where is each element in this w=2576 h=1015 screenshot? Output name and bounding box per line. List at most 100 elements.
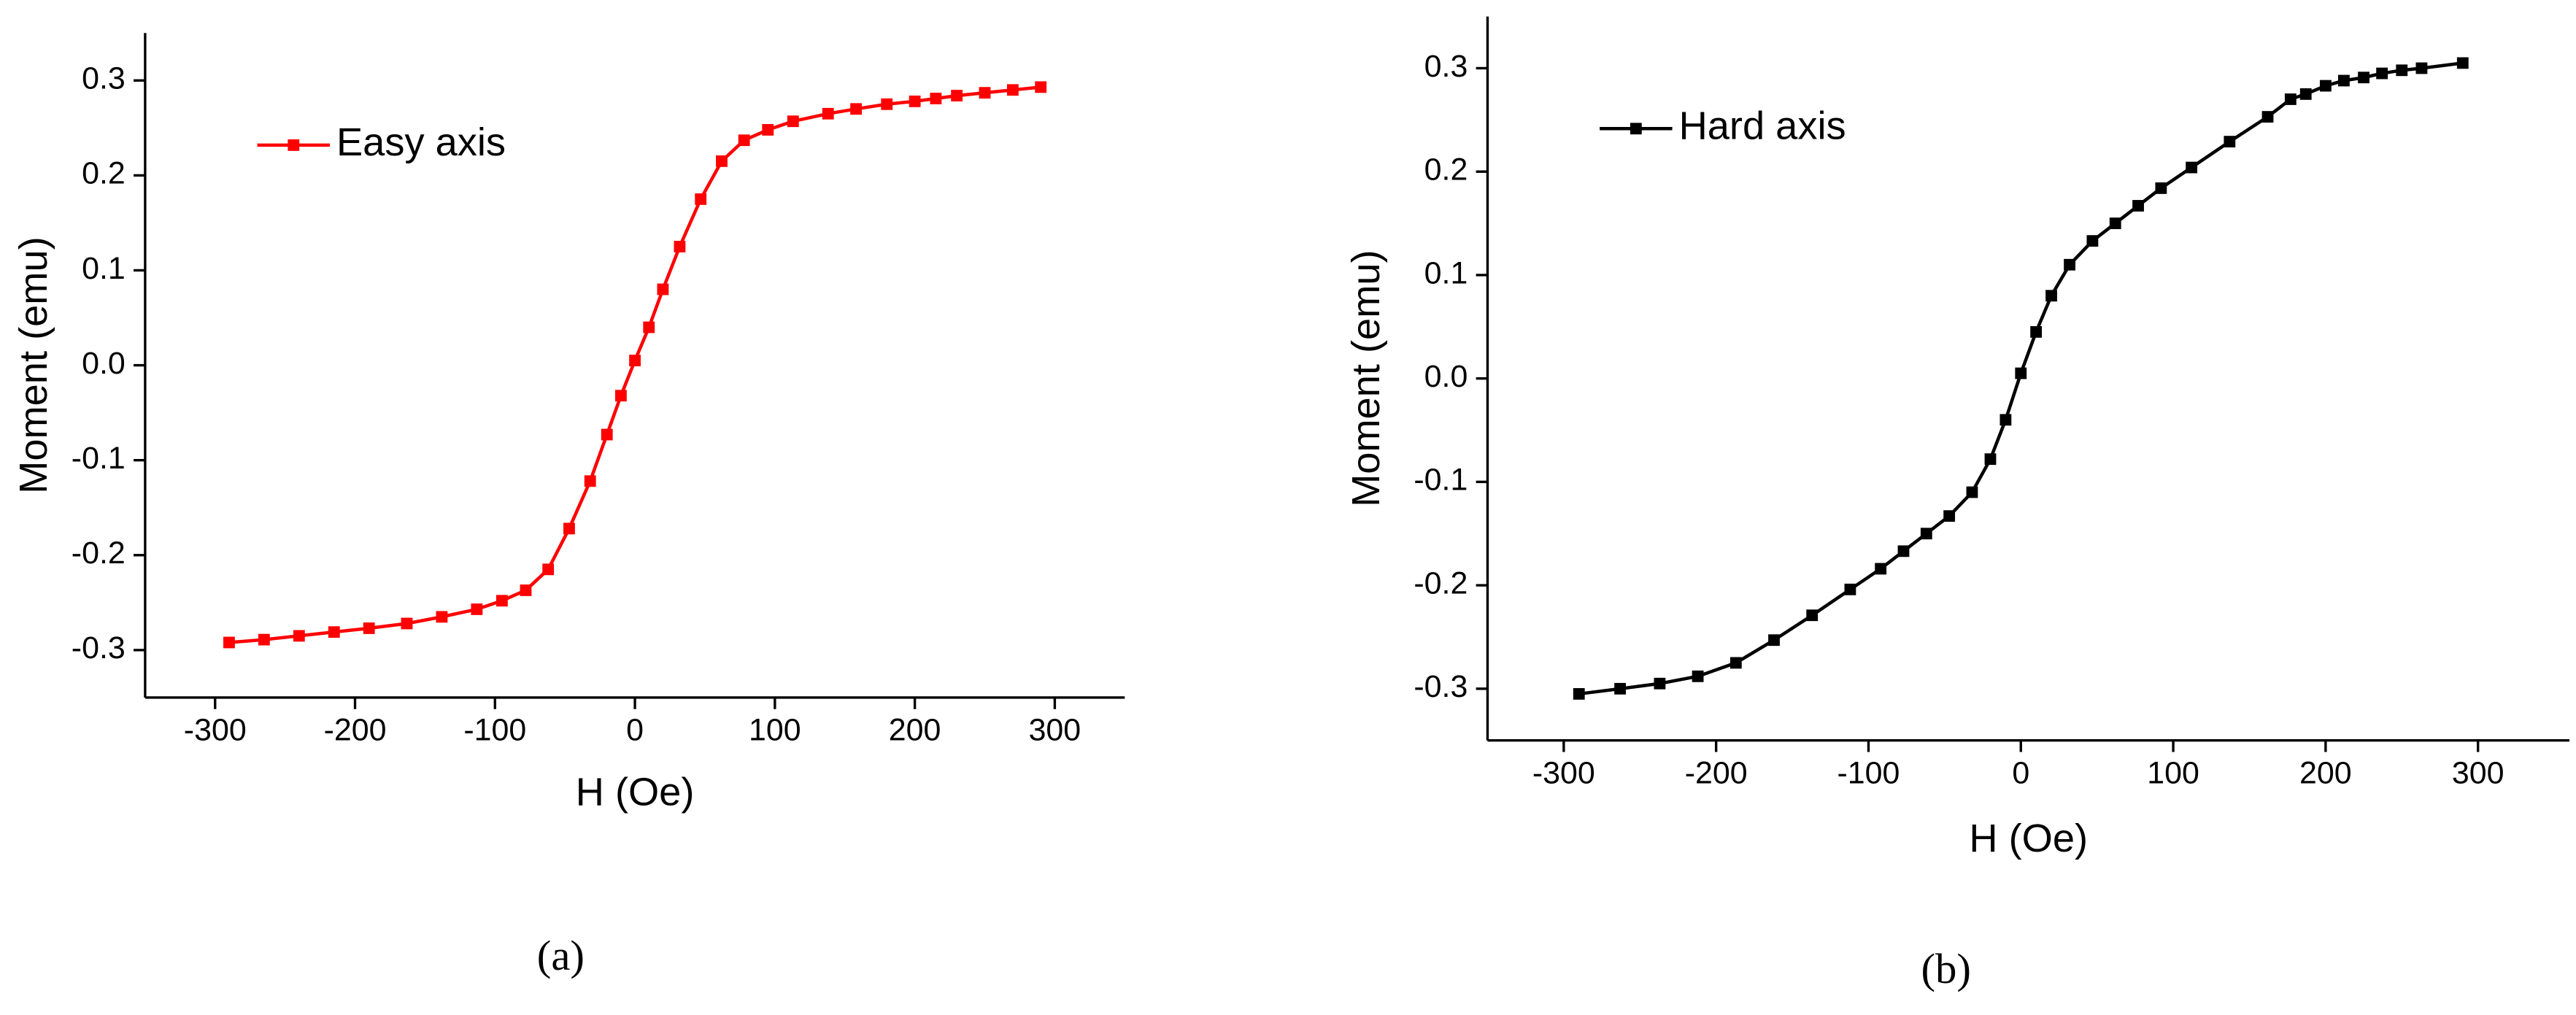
y-tick-label: 0.0 bbox=[82, 346, 126, 381]
marker bbox=[2186, 161, 2198, 174]
y-tick-label: 0.1 bbox=[1424, 255, 1468, 290]
x-tick-label: -200 bbox=[1685, 756, 1748, 791]
legend-label: Hard axis bbox=[1679, 104, 1846, 148]
y-tick-label: 0.2 bbox=[1424, 153, 1468, 188]
x-tick-label: -200 bbox=[324, 713, 387, 748]
x-tick-label: 100 bbox=[749, 713, 801, 748]
y-tick-label: 0.1 bbox=[82, 251, 126, 286]
marker bbox=[909, 95, 921, 107]
marker bbox=[1875, 563, 1887, 575]
legend-label: Easy axis bbox=[336, 120, 506, 164]
marker bbox=[601, 428, 613, 441]
marker bbox=[787, 115, 799, 128]
marker bbox=[674, 241, 686, 252]
panel-caption: (b) bbox=[1921, 945, 1971, 992]
marker bbox=[495, 595, 508, 607]
x-tick-label: 0 bbox=[626, 713, 644, 748]
x-axis-title: H (Oe) bbox=[1969, 817, 2088, 860]
y-tick-label: 0.3 bbox=[82, 61, 126, 96]
marker bbox=[2396, 64, 2408, 77]
marker bbox=[738, 134, 750, 147]
marker bbox=[2086, 235, 2099, 247]
marker bbox=[614, 390, 627, 402]
marker bbox=[2015, 367, 2027, 379]
marker bbox=[1943, 510, 1956, 522]
legend-marker bbox=[288, 139, 300, 151]
y-axis-title: Moment (emu) bbox=[12, 236, 55, 494]
marker bbox=[1897, 545, 1910, 557]
marker bbox=[2358, 72, 2369, 84]
x-tick-label: 100 bbox=[2147, 756, 2199, 791]
marker bbox=[1006, 84, 1019, 96]
x-tick-label: 0 bbox=[2012, 756, 2029, 791]
marker bbox=[2338, 74, 2350, 87]
marker bbox=[979, 87, 991, 99]
marker bbox=[258, 633, 270, 646]
marker bbox=[328, 626, 340, 638]
x-tick-label: 200 bbox=[889, 713, 941, 748]
marker bbox=[1768, 634, 1780, 647]
marker bbox=[1920, 528, 1932, 540]
marker bbox=[657, 283, 669, 296]
marker bbox=[1573, 688, 1585, 700]
marker bbox=[2109, 217, 2121, 229]
marker bbox=[1806, 609, 1819, 622]
x-tick-label: 200 bbox=[2299, 756, 2352, 791]
y-axis-title: Moment (emu) bbox=[1344, 250, 1388, 507]
marker bbox=[629, 355, 641, 366]
marker bbox=[2045, 290, 2057, 302]
marker bbox=[1966, 486, 1978, 498]
marker bbox=[471, 603, 483, 615]
marker bbox=[822, 107, 834, 120]
marker bbox=[2456, 57, 2469, 69]
marker bbox=[2155, 182, 2167, 194]
marker bbox=[2415, 62, 2428, 74]
marker bbox=[2284, 93, 2297, 105]
y-tick-label: -0.2 bbox=[72, 536, 126, 571]
legend-marker bbox=[1630, 123, 1642, 135]
marker bbox=[2000, 414, 2012, 426]
marker bbox=[716, 155, 728, 167]
marker bbox=[930, 93, 942, 104]
marker bbox=[223, 636, 235, 649]
x-axis-title: H (Oe) bbox=[576, 771, 695, 814]
marker bbox=[1984, 453, 1997, 466]
marker bbox=[762, 124, 774, 136]
marker bbox=[520, 584, 532, 596]
x-tick-label: -300 bbox=[1532, 756, 1595, 791]
panel-caption: (a) bbox=[537, 932, 585, 979]
marker bbox=[695, 193, 707, 205]
x-tick-label: -300 bbox=[184, 713, 247, 748]
marker bbox=[1692, 670, 1704, 682]
y-tick-label: 0.3 bbox=[1424, 49, 1468, 84]
marker bbox=[2064, 258, 2075, 271]
marker bbox=[1729, 657, 1742, 669]
y-tick-label: -0.1 bbox=[1414, 463, 1468, 498]
marker bbox=[881, 98, 893, 110]
y-tick-label: -0.1 bbox=[72, 441, 126, 476]
y-tick-label: -0.3 bbox=[72, 630, 126, 665]
marker bbox=[401, 617, 413, 630]
marker bbox=[1614, 682, 1627, 695]
marker bbox=[584, 475, 596, 487]
marker bbox=[850, 103, 862, 115]
y-tick-label: 0.2 bbox=[82, 156, 126, 191]
marker bbox=[1654, 677, 1666, 690]
marker bbox=[363, 622, 375, 634]
y-tick-label: -0.2 bbox=[1414, 566, 1468, 601]
marker bbox=[563, 522, 575, 535]
x-tick-label: 300 bbox=[2452, 756, 2504, 791]
x-tick-label: -100 bbox=[463, 713, 526, 748]
marker bbox=[2030, 325, 2043, 338]
marker bbox=[2319, 80, 2332, 92]
marker bbox=[1844, 583, 1856, 595]
marker bbox=[2132, 200, 2144, 212]
x-tick-label: 300 bbox=[1029, 713, 1081, 748]
y-tick-label: -0.3 bbox=[1414, 669, 1468, 704]
marker bbox=[643, 321, 655, 333]
marker bbox=[2261, 111, 2274, 123]
marker bbox=[436, 611, 448, 623]
y-tick-label: 0.0 bbox=[1424, 359, 1468, 394]
marker bbox=[293, 630, 305, 642]
